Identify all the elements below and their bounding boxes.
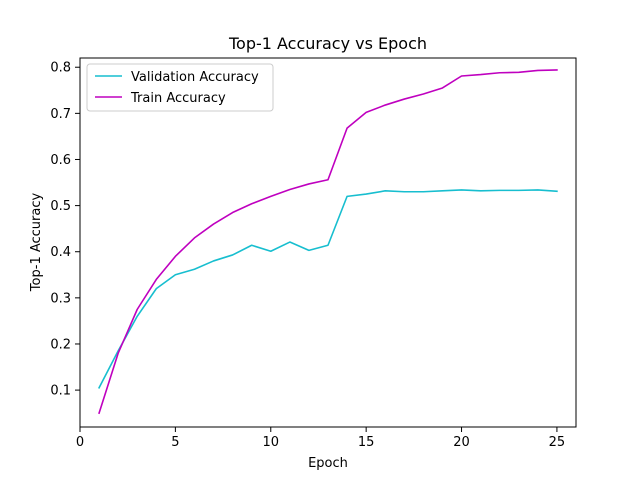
y-tick-label: 0.8 [50, 61, 71, 76]
y-tick-label: 0.5 [50, 199, 71, 214]
legend-label-validation: Validation Accuracy [131, 70, 259, 85]
series-lines [98, 69, 558, 415]
y-axis-label: Top-1 Accuracy [29, 193, 44, 293]
y-axis: 0.1 0.2 0.3 0.4 0.5 0.6 0.7 0.8 [50, 61, 80, 399]
series-line-validation [98, 189, 558, 389]
x-tick-label: 20 [453, 435, 470, 450]
x-tick-label: 0 [76, 435, 84, 450]
y-tick-label: 0.6 [50, 153, 71, 168]
x-axis: 0 5 10 15 20 25 [76, 427, 565, 450]
y-tick-label: 0.4 [50, 245, 71, 260]
y-tick-label: 0.3 [50, 291, 71, 306]
legend-box [86, 63, 274, 112]
legend-label-train: Train Accuracy [130, 91, 226, 106]
y-tick-label: 0.7 [50, 107, 71, 122]
y-tick-label: 0.1 [50, 384, 71, 399]
x-tick-label: 15 [358, 435, 375, 450]
x-tick-label: 25 [549, 435, 566, 450]
x-axis-label: Epoch [308, 456, 348, 471]
x-tick-label: 10 [262, 435, 279, 450]
series-line-train [98, 69, 558, 415]
y-tick-label: 0.2 [50, 337, 71, 352]
chart-title: Top-1 Accuracy vs Epoch [228, 34, 427, 53]
plot-area [79, 57, 577, 428]
x-tick-label: 5 [171, 435, 179, 450]
legend: Validation Accuracy Train Accuracy [86, 63, 274, 112]
